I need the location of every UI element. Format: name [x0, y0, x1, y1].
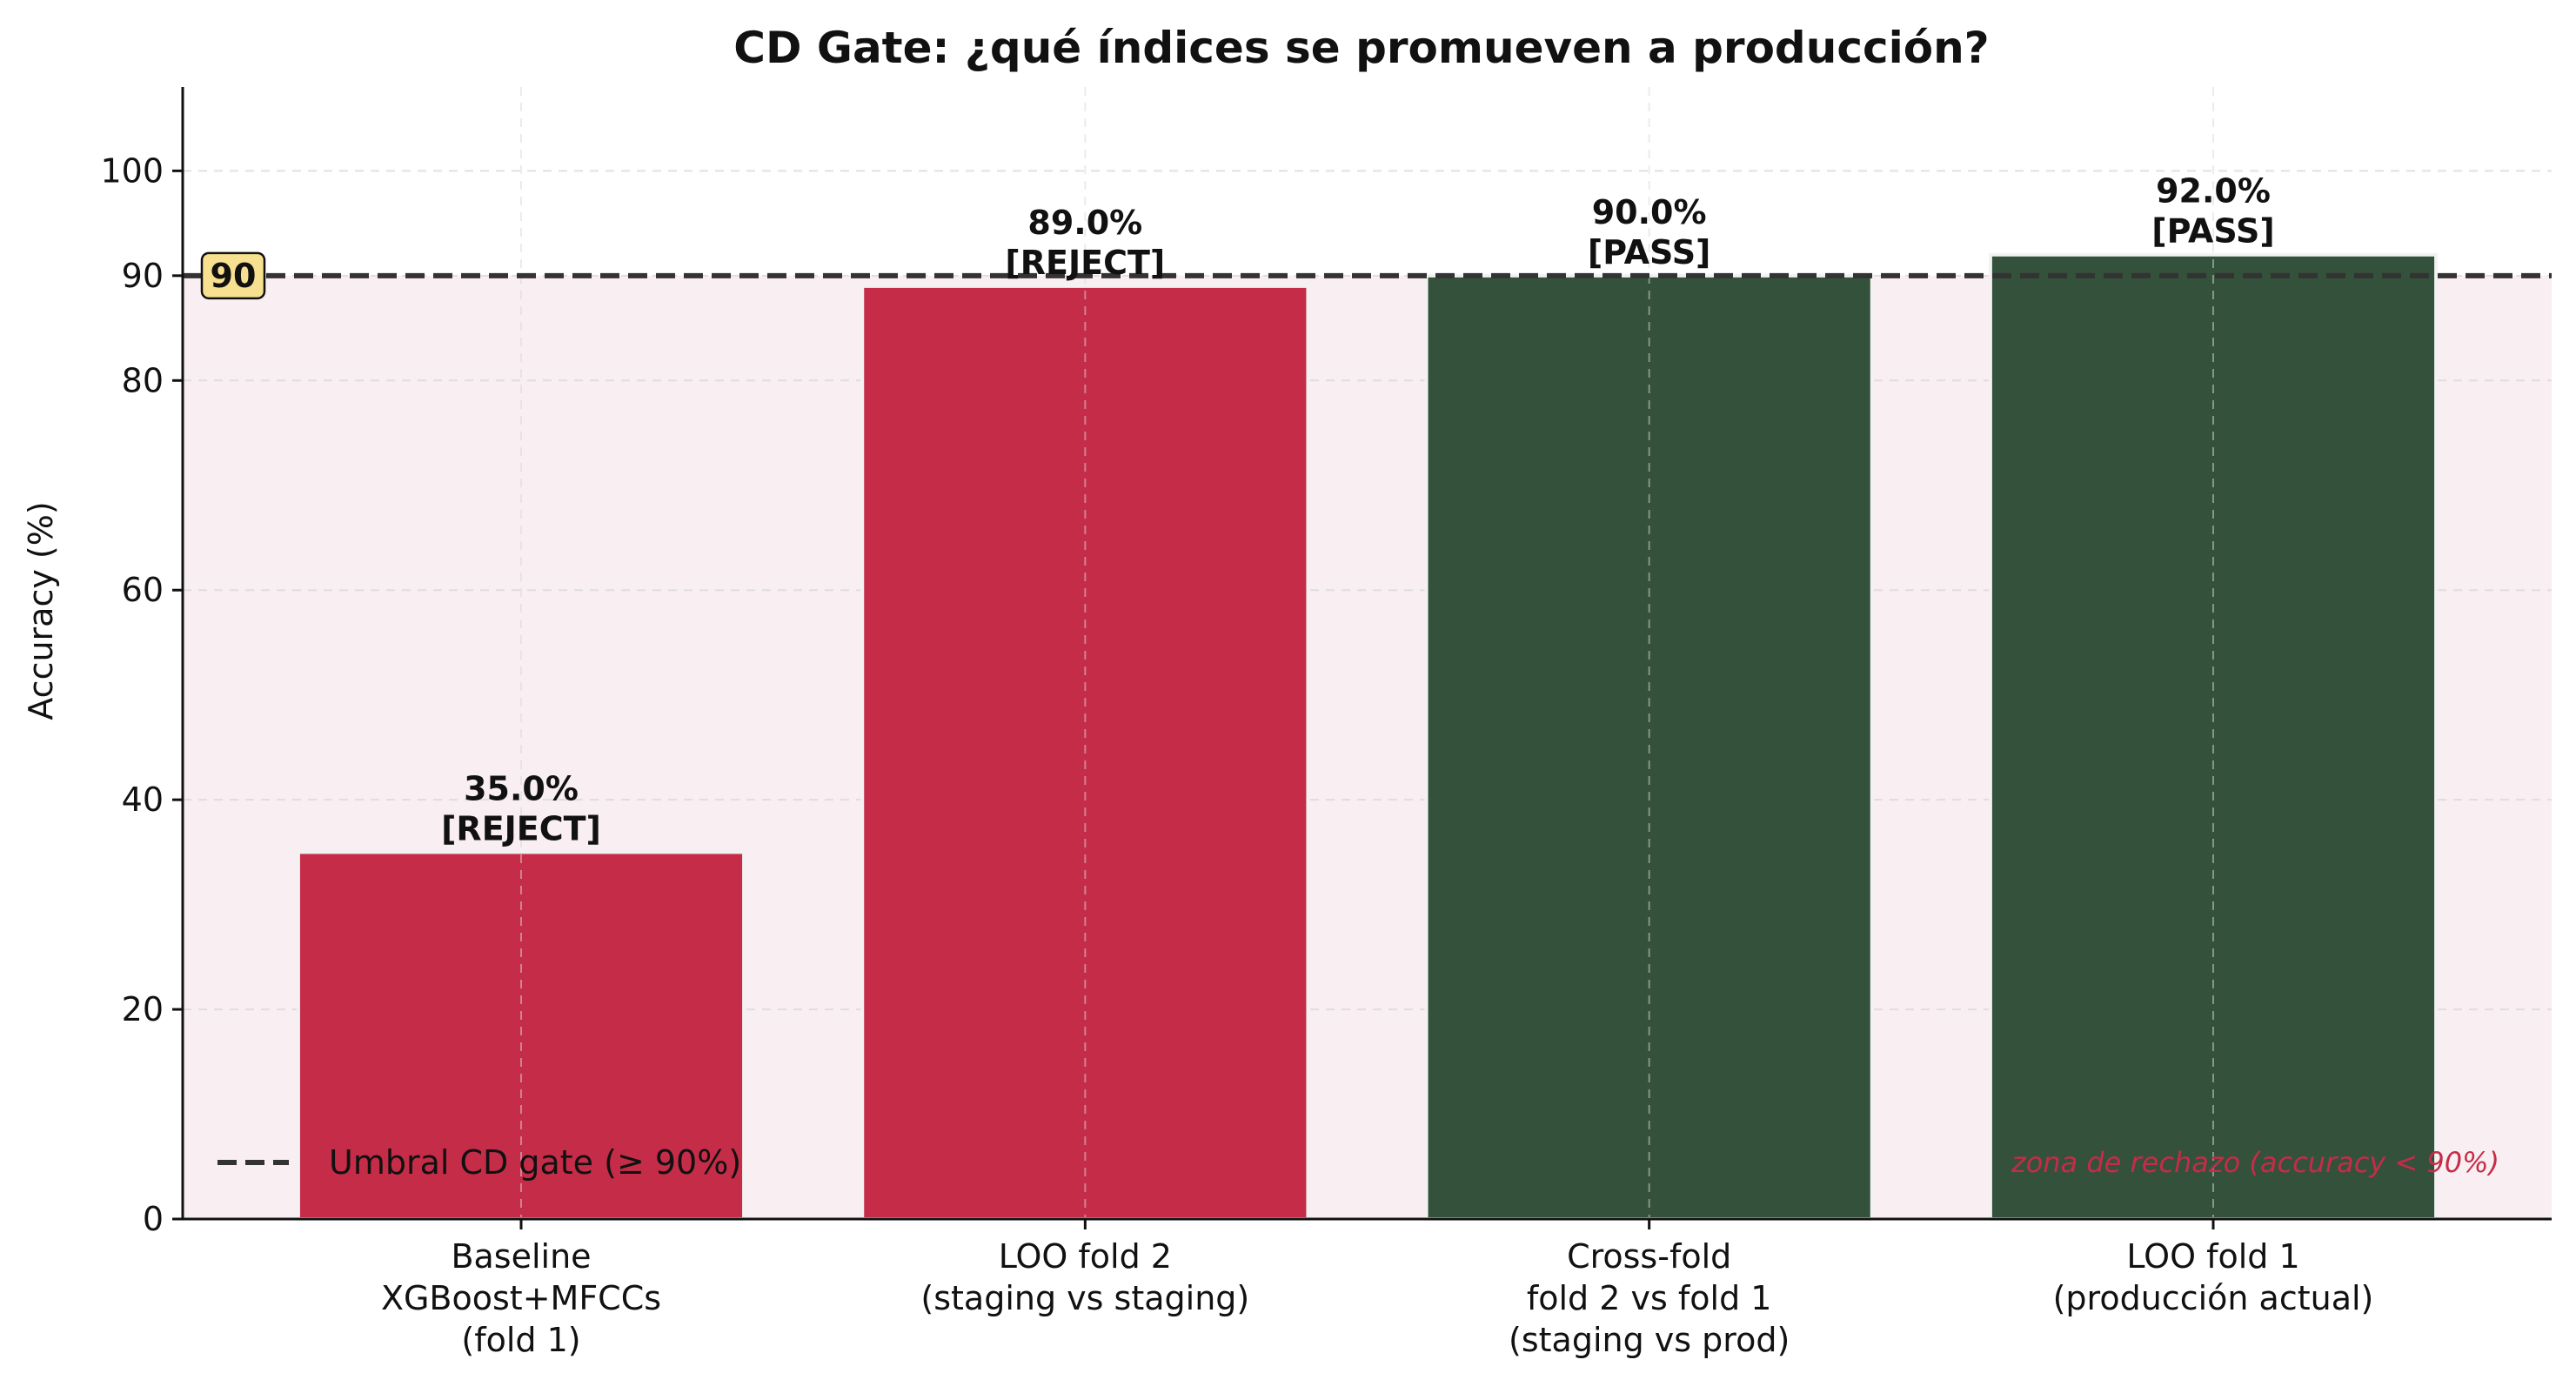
- bar-value-label: 92.0%: [2156, 172, 2271, 211]
- y-tick-label: 60: [122, 571, 164, 609]
- y-tick-label: 40: [122, 780, 164, 819]
- bar-status-label: [PASS]: [1588, 233, 1711, 271]
- bar-value-label: 35.0%: [464, 769, 579, 807]
- x-tick-label: (fold 1): [461, 1321, 580, 1359]
- threshold-badge-label: 90: [211, 257, 257, 295]
- x-tick-label: LOO fold 2: [999, 1237, 1172, 1276]
- chart-title: CD Gate: ¿qué índices se promueven a pro…: [733, 23, 1989, 73]
- x-tick-label: fold 2 vs fold 1: [1527, 1279, 1772, 1317]
- legend-label: Umbral CD gate (≥ 90%): [329, 1143, 741, 1182]
- x-tick-label: (producción actual): [2053, 1279, 2374, 1317]
- bar-value-label: 90.0%: [1592, 193, 1707, 231]
- x-tick-label: Cross-fold: [1567, 1237, 1731, 1276]
- x-tick-label: LOO fold 1: [2126, 1237, 2299, 1276]
- y-tick-label: 90: [122, 257, 164, 295]
- bar-status-label: [PASS]: [2151, 212, 2275, 251]
- y-axis-label: Accuracy (%): [22, 501, 60, 720]
- zone-annotation: zona de rechazo (accuracy < 90%): [2011, 1146, 2499, 1179]
- y-tick-label: 80: [122, 361, 164, 399]
- bar-value-label: 89.0%: [1027, 204, 1142, 242]
- y-tick-label: 100: [100, 151, 164, 190]
- x-tick-label: (staging vs staging): [920, 1279, 1249, 1317]
- threshold-badge: [200, 251, 266, 300]
- x-tick-label: XGBoost+MFCCs: [381, 1279, 661, 1317]
- y-tick-label: 0: [143, 1200, 164, 1238]
- x-tick-label: (staging vs prod): [1509, 1321, 1790, 1359]
- y-tick-label: 20: [122, 990, 164, 1028]
- x-tick-label: Baseline: [451, 1237, 591, 1276]
- bar-status-label: [REJECT]: [441, 809, 601, 847]
- bar-status-label: [REJECT]: [1005, 244, 1165, 282]
